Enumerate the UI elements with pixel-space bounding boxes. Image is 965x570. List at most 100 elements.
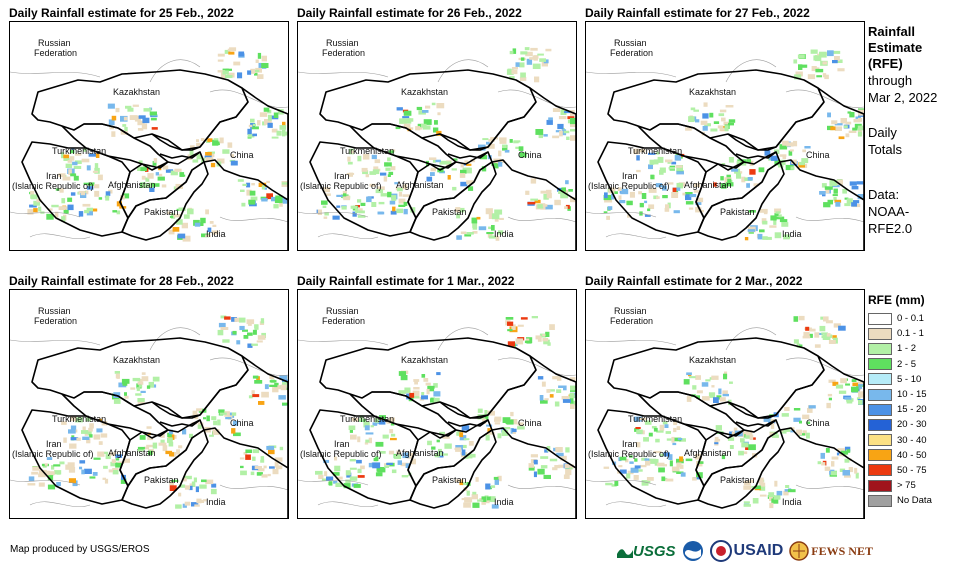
rain-speck [498, 230, 504, 235]
rain-speck [763, 416, 772, 422]
rain-speck [433, 397, 440, 403]
rain-speck [122, 458, 130, 463]
rain-speck [61, 198, 66, 204]
rain-speck [176, 449, 180, 455]
rain-speck [315, 470, 323, 475]
rain-speck [856, 181, 864, 185]
rain-speck [416, 106, 423, 111]
rain-speck [778, 214, 782, 218]
rain-speck [846, 198, 853, 204]
rain-speck [766, 236, 772, 240]
rain-speck [387, 191, 392, 198]
rain-speck [451, 168, 457, 171]
rain-speck [74, 160, 82, 164]
rain-speck [231, 412, 237, 416]
rain-speck [252, 394, 260, 398]
rain-speck [400, 374, 408, 381]
rain-speck [558, 385, 565, 388]
rain-speck [368, 437, 372, 444]
rain-speck [731, 431, 737, 435]
rain-speck [673, 210, 680, 214]
rain-speck [484, 499, 490, 504]
label-india: India [494, 229, 514, 239]
rain-speck [459, 207, 465, 213]
rain-speck [120, 478, 127, 484]
rain-speck [783, 490, 789, 496]
rain-speck [665, 478, 674, 482]
rain-speck [546, 446, 551, 452]
rain-speck [565, 204, 570, 209]
rain-speck [555, 447, 563, 453]
rain-speck [845, 383, 850, 386]
rain-speck [511, 419, 518, 425]
rain-speck [94, 190, 100, 197]
rain-speck [823, 316, 829, 322]
rain-speck [115, 454, 123, 458]
rain-speck [239, 457, 245, 460]
rain-speck [821, 335, 826, 339]
admin-borders [298, 59, 576, 239]
rain-speck [230, 160, 238, 166]
rain-speck [151, 127, 158, 130]
rain-speck [840, 378, 847, 384]
rain-speck [611, 484, 617, 487]
rain-speck [261, 63, 269, 68]
rain-speck [152, 376, 160, 382]
rain-speck [779, 144, 788, 150]
rain-speck [403, 118, 412, 124]
rain-speck [197, 424, 202, 429]
rain-speck [431, 446, 436, 450]
rain-speck [148, 182, 154, 188]
rain-speck [549, 458, 558, 462]
rain-speck [638, 417, 647, 421]
usaid-logo-text: USAID [733, 542, 784, 559]
rain-speck [259, 112, 268, 117]
rain-speck [224, 316, 231, 320]
rain-speck [834, 126, 842, 131]
rain-speck [487, 428, 491, 433]
rain-speck [814, 344, 821, 348]
rain-speck [38, 473, 46, 478]
rain-speck [168, 429, 173, 435]
rain-speck [512, 48, 517, 54]
rain-speck [603, 211, 608, 214]
usaid-logo: USAID [709, 540, 784, 562]
rain-speck [538, 132, 543, 139]
china-border [199, 355, 288, 518]
rain-speck [97, 174, 103, 181]
rain-speck [63, 158, 70, 161]
rain-speck [152, 161, 157, 166]
rain-speck [357, 468, 362, 474]
rain-speck [92, 472, 98, 476]
rain-speck [124, 395, 129, 399]
rain-speck [240, 470, 247, 476]
label-china: China [230, 418, 254, 428]
rain-speck [96, 428, 103, 433]
label-russia-1: Russian [614, 38, 647, 48]
rain-speck [401, 475, 409, 478]
rain-speck [348, 425, 356, 430]
rain-speck [157, 176, 165, 181]
rain-speck [237, 72, 243, 79]
rain-speck [321, 478, 330, 481]
rain-speck [155, 172, 159, 176]
rain-speck [694, 453, 702, 460]
rain-speck [370, 425, 374, 428]
rain-speck [282, 402, 288, 406]
legend-item: 2 - 5 [868, 357, 932, 372]
rain-speck [225, 417, 232, 420]
rain-speck [390, 210, 397, 215]
rain-speck [774, 213, 779, 217]
rain-speck [488, 139, 495, 142]
rain-speck [832, 335, 837, 339]
rain-speck [565, 469, 572, 476]
rain-speck [413, 379, 420, 382]
rain-speck [364, 442, 369, 445]
rain-speck [785, 164, 794, 171]
rain-speck [774, 208, 782, 213]
rain-speck [324, 212, 329, 216]
rain-speck [793, 417, 801, 422]
rain-speck [723, 121, 731, 126]
rain-speck [648, 152, 656, 155]
rain-speck [369, 171, 377, 175]
